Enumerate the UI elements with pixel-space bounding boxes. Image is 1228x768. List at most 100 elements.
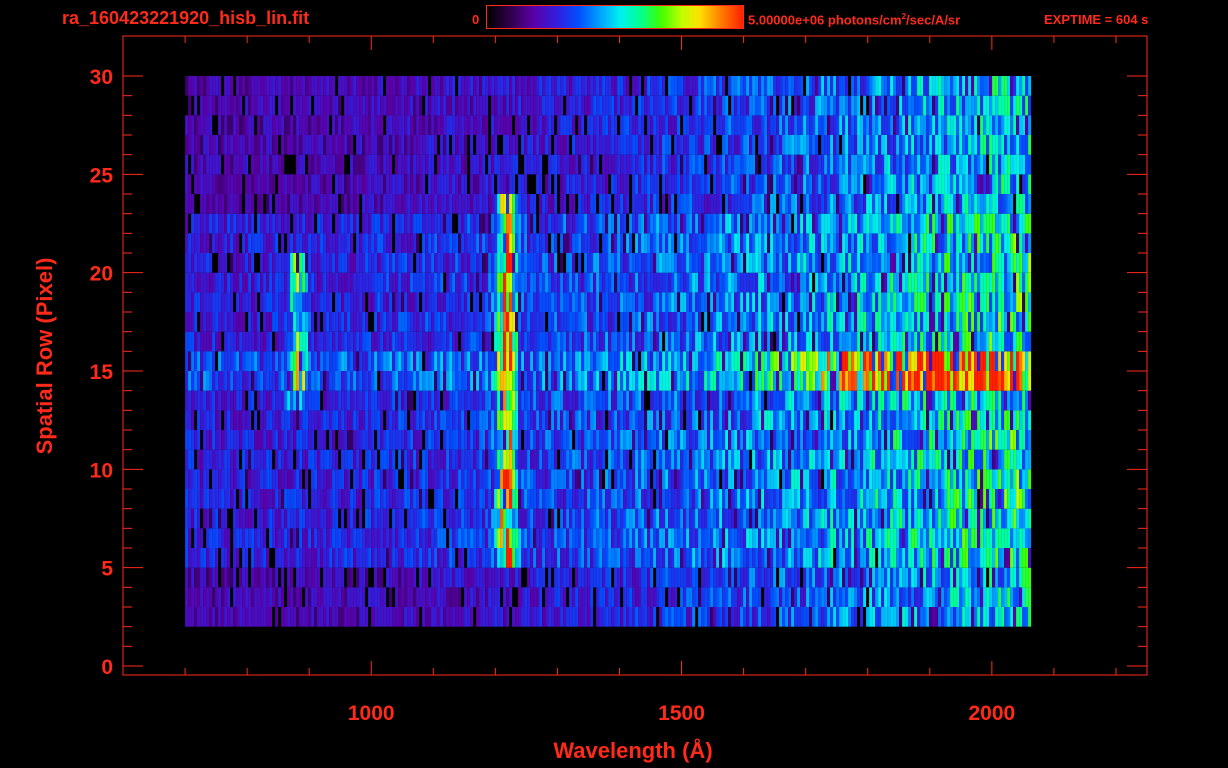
heatmap-cell [437,508,441,529]
heatmap-cell [914,351,918,371]
heatmap-cell [1013,508,1017,529]
heatmap-cell [542,312,546,332]
heatmap-cell [215,430,219,450]
heatmap-cell [365,272,369,293]
heatmap-cell [1004,508,1008,529]
heatmap-cell [947,272,951,293]
heatmap-cell [998,489,1002,509]
heatmap-cell [395,430,399,450]
heatmap-cell [467,351,471,371]
heatmap-cell [290,489,294,509]
heatmap-cell [1019,587,1023,607]
heatmap-cell [968,430,972,450]
heatmap-cell [206,410,210,430]
heatmap-cell [638,371,642,391]
heatmap-cell [512,548,516,568]
heatmap-cell [908,331,912,352]
heatmap-cell [998,331,1002,352]
heatmap-cell [824,351,828,371]
heatmap-cell [656,528,660,548]
heatmap-cell [281,253,285,273]
heatmap-cell [686,607,690,627]
heatmap-cell [893,312,897,332]
heatmap-cell [632,528,636,548]
heatmap-cell [326,253,330,273]
heatmap-cell [653,390,657,411]
heatmap-cell [617,331,621,352]
heatmap-cell [842,469,846,489]
heatmap-cell [1007,528,1011,548]
heatmap-cell [536,528,540,548]
heatmap-cell [572,449,576,470]
heatmap-cell [1022,312,1026,332]
heatmap-cell [668,272,672,293]
heatmap-cell [464,371,468,391]
heatmap-cell [200,469,204,489]
heatmap-cell [440,567,444,588]
heatmap-cell [617,272,621,293]
heatmap-cell [518,469,522,489]
heatmap-cell [947,508,951,529]
heatmap-cell [899,449,903,470]
heatmap-cell [899,607,903,627]
heatmap-cell [611,528,615,548]
heatmap-cell [341,371,345,391]
heatmap-cell [719,587,723,607]
heatmap-cell [677,548,681,568]
heatmap-cell [953,410,957,430]
heatmap-cell [635,449,639,470]
heatmap-cell [386,292,390,312]
heatmap-cell [755,449,759,470]
heatmap-cell [845,430,849,450]
heatmap-cell [524,489,528,509]
heatmap-cell [974,587,978,607]
heatmap-cell [998,449,1002,470]
heatmap-cell [359,469,363,489]
heatmap-cell [374,489,378,509]
heatmap-cell [533,528,537,548]
heatmap-cell [953,548,957,568]
heatmap-cell [932,469,936,489]
heatmap-cell [854,371,858,391]
heatmap-cell [188,508,192,529]
heatmap-cell [674,567,678,588]
heatmap-cell [740,430,744,450]
heatmap-cell [251,489,255,509]
heatmap-cell [620,410,624,430]
heatmap-cell [227,430,231,450]
heatmap-cell [308,312,312,332]
heatmap-cell [224,548,228,568]
heatmap-cell [383,430,387,450]
heatmap-cell [812,351,816,371]
heatmap-cell [476,567,480,588]
heatmap-cell [254,430,258,450]
heatmap-cell [872,548,876,568]
heatmap-cell [371,449,375,470]
heatmap-cell [1010,587,1014,607]
heatmap-cell [596,587,600,607]
heatmap-cell [632,331,636,352]
heatmap-cell [608,272,612,293]
heatmap-cell [392,272,396,293]
heatmap-cell [233,390,237,411]
heatmap-cell [935,371,939,391]
heatmap-cell [998,587,1002,607]
heatmap-cell [842,410,846,430]
heatmap-cell [692,607,696,627]
heatmap-cell [608,390,612,411]
heatmap-cell [488,430,492,450]
heatmap-cell [449,587,453,607]
heatmap-cell [731,351,735,371]
heatmap-cell [887,331,891,352]
heatmap-cell [500,410,504,430]
heatmap-cell [386,469,390,489]
heatmap-cell [854,469,858,489]
heatmap-cell [974,567,978,588]
heatmap-cell [347,390,351,411]
heatmap-cell [206,548,210,568]
heatmap-cell [218,449,222,470]
heatmap-cell [398,272,402,293]
heatmap-cell [371,548,375,568]
heatmap-cell [665,567,669,588]
heatmap-cell [473,430,477,450]
